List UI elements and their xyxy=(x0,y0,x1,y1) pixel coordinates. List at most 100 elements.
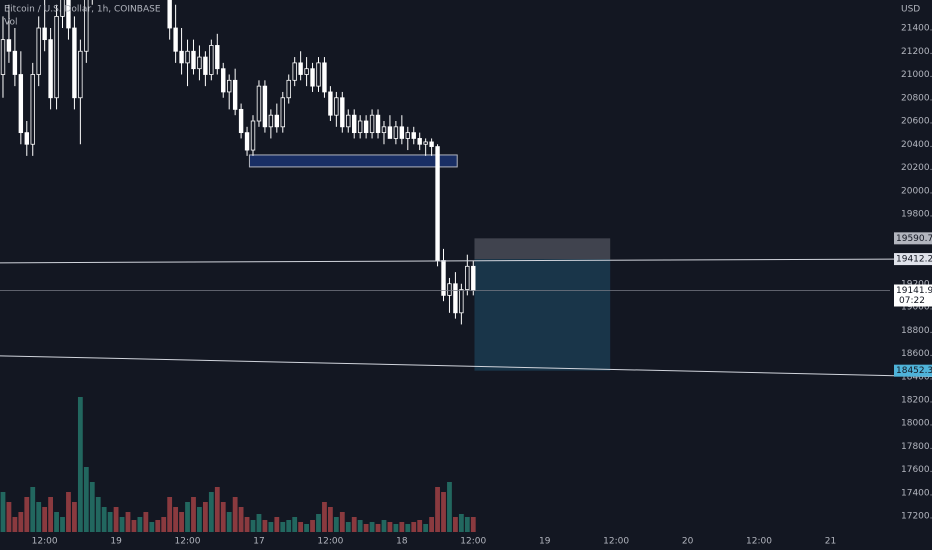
volume-bar xyxy=(453,517,458,532)
volume-bar xyxy=(137,517,143,532)
volume-bar xyxy=(54,512,59,532)
volume-bar xyxy=(36,502,42,532)
x-tick-label: 12:00 xyxy=(603,537,629,547)
volume-bar xyxy=(60,517,65,532)
candle-body xyxy=(304,68,309,75)
volume-bar xyxy=(328,507,333,532)
volume-bar xyxy=(464,517,470,532)
volume-bar xyxy=(298,522,304,532)
volume-bar xyxy=(458,514,464,532)
y-tick-label: 20400.00 xyxy=(901,140,932,150)
y-tick-label: 19800.00 xyxy=(901,210,932,220)
candle-body xyxy=(322,62,327,93)
y-tick-label: 20600.00 xyxy=(901,117,932,127)
trend-line xyxy=(0,355,932,378)
candle-body xyxy=(417,138,422,145)
x-tick-label: 21 xyxy=(825,537,836,547)
volume-bar xyxy=(24,497,30,532)
volume-bar xyxy=(435,487,440,532)
candle-body xyxy=(221,68,226,93)
candle-body xyxy=(60,0,65,17)
volume-bar xyxy=(77,397,83,532)
volume-bar xyxy=(238,507,244,532)
volume-bar xyxy=(357,520,363,532)
candle-body xyxy=(24,132,29,145)
candle-body xyxy=(203,56,208,75)
candle-body xyxy=(292,62,297,81)
candle-body xyxy=(381,126,387,134)
candle-body xyxy=(352,114,357,134)
stop-label-box xyxy=(894,232,932,245)
volume-bar xyxy=(381,520,387,532)
y-tick-label: 19200.00 xyxy=(901,279,932,289)
candle-body xyxy=(6,39,12,52)
volume-label: Vol xyxy=(4,18,17,28)
volume-bar xyxy=(250,520,256,532)
candle-body xyxy=(238,108,244,134)
volume-bar xyxy=(423,524,429,532)
candle-body xyxy=(42,27,47,41)
volume-bar xyxy=(470,517,476,532)
candle-body xyxy=(66,0,71,29)
volume-bar xyxy=(119,517,125,532)
y-tick-label: 18600.00 xyxy=(901,349,932,359)
x-tick-label: 19 xyxy=(539,537,551,547)
volume-bar xyxy=(375,524,381,532)
volume-bar xyxy=(351,517,357,532)
candle-body xyxy=(262,85,268,128)
last-price-label-box xyxy=(894,284,932,307)
volume-bar xyxy=(161,517,167,532)
x-tick-label: 12:00 xyxy=(175,537,201,547)
volume-bar xyxy=(48,497,54,532)
y-tick-label: 17600.00 xyxy=(901,465,932,475)
volume-bar xyxy=(339,512,345,532)
volume-bar xyxy=(411,522,417,532)
volume-bar xyxy=(202,502,208,532)
candle-body xyxy=(387,126,393,139)
candle-body xyxy=(209,45,214,75)
x-tick-label: 18 xyxy=(396,537,408,547)
volume-bar xyxy=(322,502,327,532)
volume-bar xyxy=(72,502,77,532)
volume-bar xyxy=(0,492,6,532)
x-tick-label: 12:00 xyxy=(32,537,58,547)
candle-body xyxy=(399,126,405,139)
candle-body xyxy=(453,283,458,314)
volume-bar xyxy=(66,492,71,532)
volume-bar xyxy=(316,514,321,532)
volume-bar xyxy=(441,492,446,532)
stop-label: 19590.72 xyxy=(896,234,932,244)
candle-body xyxy=(48,39,53,99)
volume-bar xyxy=(304,524,309,532)
candle-body xyxy=(232,79,238,110)
y-tick-label: 20800.00 xyxy=(901,93,932,103)
candle-body xyxy=(250,120,256,151)
candle-body xyxy=(328,91,333,116)
volume-bar xyxy=(405,524,411,532)
candle-body xyxy=(54,15,59,99)
volume-bar xyxy=(220,502,226,532)
candle-body xyxy=(30,74,35,145)
x-tick-label: 12:00 xyxy=(317,537,343,547)
volume-bar xyxy=(214,487,220,532)
candle-body xyxy=(167,0,172,29)
plot-area xyxy=(0,0,890,532)
candle-body xyxy=(310,68,315,87)
y-tick-label: 18000.00 xyxy=(901,419,932,429)
candle-body xyxy=(369,114,375,134)
volume-bar xyxy=(167,497,173,532)
volume-bar xyxy=(369,522,375,532)
volume-bar xyxy=(244,517,250,532)
volume-bar xyxy=(393,524,399,532)
y-tick-label: 17400.00 xyxy=(901,488,932,498)
candle-body xyxy=(471,265,476,291)
volume-bar xyxy=(83,467,89,532)
volume-bar xyxy=(6,502,12,532)
x-tick-label: 19 xyxy=(110,537,122,547)
candle-body xyxy=(459,289,464,314)
volume-bar xyxy=(268,522,274,532)
y-tick-label: 21200.00 xyxy=(901,47,932,57)
candle-body xyxy=(393,126,399,139)
volume-bar xyxy=(30,487,36,532)
